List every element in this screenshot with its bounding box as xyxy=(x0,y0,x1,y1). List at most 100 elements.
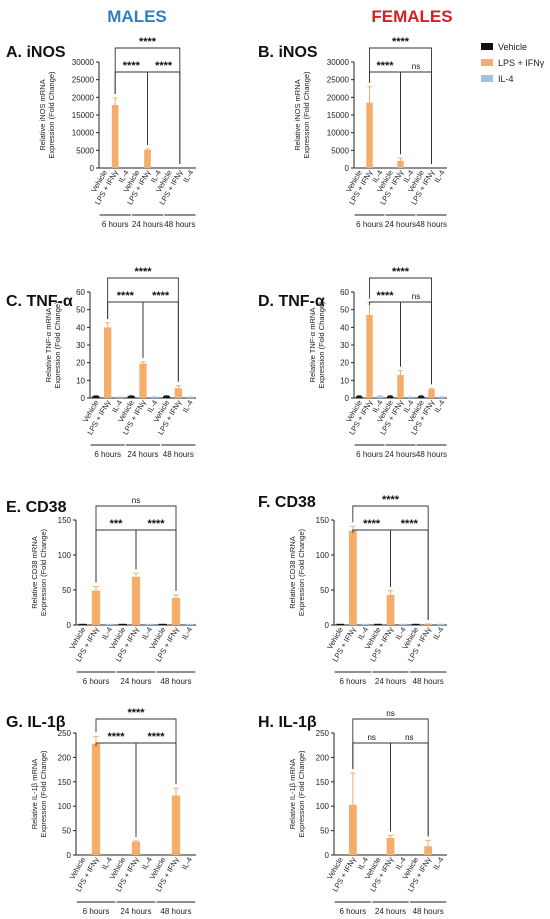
significance-label: ns xyxy=(386,709,394,718)
panel-7: G. IL-1β 0 50 100 150 200 250 Relative IL-1β mR… xyxy=(6,707,196,916)
y-tick-label: 60 xyxy=(340,288,349,297)
group-label: 24 hours xyxy=(120,907,151,916)
bar-vehicle xyxy=(158,623,167,625)
significance-bracket xyxy=(390,742,429,837)
significance-bracket xyxy=(400,71,432,164)
group-label: 48 hours xyxy=(416,450,447,459)
males-header: MALES xyxy=(107,7,167,26)
group-label: 6 hours xyxy=(339,677,366,686)
bar-lps-ifn- xyxy=(366,314,373,398)
y-axis-label: Expression (Fold Change) xyxy=(297,528,306,616)
bar-vehicle xyxy=(162,396,171,398)
y-tick-label: 150 xyxy=(316,516,330,525)
panel-2: B. iNOS 0 5000 10000 15000 20000 25000 30000 Rel… xyxy=(258,36,447,229)
panel-1: A. iNOS 0 5000 10000 15000 20000 25000 30000 Rel… xyxy=(6,36,196,229)
y-axis-label: Relative iNOS mRNA xyxy=(293,79,302,150)
significance-bracket xyxy=(95,505,177,591)
y-axis-label: Relative iNOS mRNA xyxy=(38,79,47,150)
bar-vehicle xyxy=(411,623,420,625)
panel-6: F. CD38 0 50 100 150 Relative CD38 mRNA Expres… xyxy=(258,494,447,686)
panel-title: E. CD38 xyxy=(6,499,67,516)
significance-bracket xyxy=(390,529,429,620)
females-header: FEMALES xyxy=(371,7,452,26)
y-tick-label: 30 xyxy=(340,341,349,350)
group-label: 48 hours xyxy=(413,677,444,686)
x-tick-label: IL-4 xyxy=(180,626,194,642)
panel-title: D. TNF-α xyxy=(258,293,325,310)
bar-il-4 xyxy=(436,623,445,625)
significance-label: **** xyxy=(147,518,165,530)
y-tick-label: 20000 xyxy=(327,93,350,102)
significance-label: ns xyxy=(412,292,420,301)
y-tick-label: 100 xyxy=(58,551,72,560)
y-tick-label: 0 xyxy=(325,621,330,630)
group-label: 6 hours xyxy=(94,450,121,459)
bar-lps-ifn- xyxy=(428,389,435,398)
significance-bracket xyxy=(95,529,137,583)
bar-lps-ifn- xyxy=(397,375,404,398)
x-tick-label: IL-4 xyxy=(180,856,194,872)
significance-bracket xyxy=(95,742,137,837)
y-tick-label: 50 xyxy=(62,827,71,836)
significance-bracket xyxy=(400,301,432,385)
x-tick-label: IL-4 xyxy=(181,169,195,185)
significance-bracket xyxy=(369,301,401,367)
significance-label: **** xyxy=(117,290,135,302)
significance-label: **** xyxy=(147,731,165,743)
bar-lps-ifn- xyxy=(397,160,404,168)
significance-label: **** xyxy=(401,518,419,530)
x-tick-label: IL-4 xyxy=(432,169,446,185)
legend-label-lps: LPS + IFNγ xyxy=(498,58,545,68)
significance-label: **** xyxy=(134,266,152,278)
significance-label: **** xyxy=(363,518,381,530)
group-label: 6 hours xyxy=(102,220,129,229)
panel-3: C. TNF-α 0 10 20 30 40 50 60 Relative TNF-α mRNA… xyxy=(6,266,196,459)
y-axis-label: Expression (Fold Change) xyxy=(297,750,306,838)
significance-bracket xyxy=(107,301,144,358)
bar-vehicle xyxy=(355,396,363,398)
bar-vehicle xyxy=(417,396,425,398)
bar-il-4 xyxy=(185,623,194,625)
y-tick-label: 250 xyxy=(58,729,72,738)
y-tick-label: 20 xyxy=(76,359,85,368)
significance-bracket xyxy=(352,529,391,587)
y-tick-label: 10000 xyxy=(72,129,95,138)
bar-lps-ifn- xyxy=(131,576,141,625)
bar-vehicle xyxy=(118,623,127,625)
y-tick-label: 5000 xyxy=(76,146,94,155)
y-tick-label: 20000 xyxy=(72,93,95,102)
significance-label: ns xyxy=(367,733,375,742)
significance-bracket xyxy=(95,718,177,785)
y-tick-label: 10000 xyxy=(327,129,350,138)
panel-title: F. CD38 xyxy=(258,494,316,511)
y-tick-label: 25000 xyxy=(327,76,350,85)
panel-title: B. iNOS xyxy=(258,44,318,61)
legend-label-vehicle: Vehicle xyxy=(498,42,527,52)
significance-label: **** xyxy=(392,36,410,48)
y-axis-label: Expression (Fold Change) xyxy=(317,301,326,389)
group-label: 6 hours xyxy=(356,450,383,459)
y-tick-label: 30 xyxy=(76,341,85,350)
significance-label: **** xyxy=(107,731,125,743)
y-tick-label: 200 xyxy=(316,753,330,762)
bar-il-4 xyxy=(361,623,370,625)
group-label: 6 hours xyxy=(83,907,110,916)
group-label: 24 hours xyxy=(120,677,151,686)
y-tick-label: 0 xyxy=(345,164,350,173)
bar-lps-ifn- xyxy=(386,837,395,855)
legend: Vehicle LPS + IFNγ IL-4 xyxy=(481,42,545,84)
y-tick-label: 15000 xyxy=(72,111,95,120)
significance-bracket xyxy=(142,301,179,382)
group-label: 24 hours xyxy=(132,220,163,229)
y-tick-label: 0 xyxy=(345,394,350,403)
significance-bracket xyxy=(352,742,391,832)
group-label: 48 hours xyxy=(163,450,194,459)
y-tick-label: 5000 xyxy=(331,146,349,155)
significance-bracket xyxy=(147,71,181,164)
significance-label: **** xyxy=(155,60,173,72)
y-axis-label: Relative TNF-α mRNA xyxy=(308,308,317,383)
significance-label: **** xyxy=(139,36,157,48)
significance-label: **** xyxy=(392,266,410,278)
significance-bracket xyxy=(114,71,148,145)
